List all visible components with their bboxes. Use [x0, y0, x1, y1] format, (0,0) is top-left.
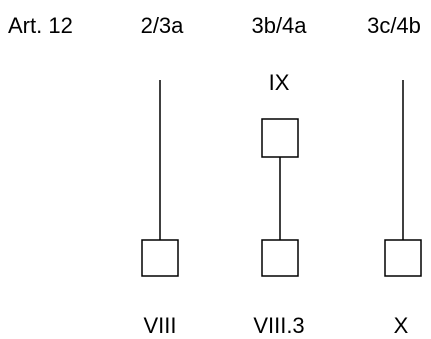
column-header-2: 3b/4a	[251, 13, 307, 38]
column-3-bottom-box	[384, 239, 422, 277]
column-2-bottom-box	[261, 239, 299, 277]
column-2-top-box	[261, 118, 299, 158]
column-1-bottom-box	[141, 239, 179, 277]
node-label-x: X	[393, 313, 409, 338]
column-header-1: 2/3a	[140, 13, 184, 38]
article-label: Art. 12	[8, 13, 73, 38]
node-label-viii: VIII	[143, 313, 177, 338]
node-label-viii-3: VIII.3	[253, 313, 305, 338]
node-label-ix: IX	[268, 70, 290, 95]
column-header-3: 3c/4b	[367, 13, 421, 38]
